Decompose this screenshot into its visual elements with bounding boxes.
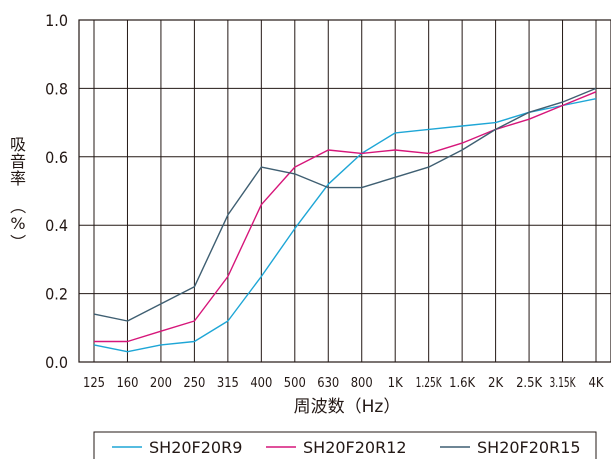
x-tick-label: 2K (488, 376, 503, 391)
y-axis-label-char: % (10, 214, 25, 233)
x-tick-label: 630 (317, 376, 339, 391)
series-line-sh20f20r15 (93, 87, 597, 322)
legend-label: SH20F20R12 (303, 438, 407, 457)
y-axis-label-char: 吸 (10, 135, 26, 154)
legend-box (93, 431, 597, 459)
series-lines (93, 87, 597, 353)
x-tick-label: 160 (116, 376, 138, 391)
x-tick-label: 400 (250, 376, 272, 391)
plot-frame (78, 19, 611, 363)
grid (78, 19, 611, 363)
x-tick-label: 3.15K (550, 376, 576, 391)
x-tick-label: 200 (150, 376, 172, 391)
x-tick-label: 1.6K (449, 376, 475, 391)
y-tick-label: 1.0 (45, 11, 68, 30)
x-tick-label: 125 (83, 376, 105, 391)
y-axis-label-char: （ (8, 198, 27, 214)
x-axis-label: 周波数（Hz） (294, 397, 401, 417)
x-axis-ticks: 125 160 200 250 315 400 500 630 800 1K 1.25K 1.6K 2K… (83, 376, 604, 391)
y-axis-label-char: 音 (10, 152, 26, 171)
series-line-sh20f20r9 (93, 98, 597, 353)
x-tick-label: 315 (217, 376, 239, 391)
x-tick-label: 250 (183, 376, 205, 391)
series-line-sh20f20r12 (94, 91, 597, 343)
x-tick-label: 500 (284, 376, 306, 391)
y-axis-label-char: 率 (10, 169, 26, 188)
y-tick-label: 0.4 (45, 216, 68, 235)
y-axis-ticks: 0.0 0.2 0.4 0.6 0.8 1.0 (45, 11, 68, 372)
y-tick-label: 0.6 (45, 148, 68, 167)
legend-label: SH20F20R15 (477, 438, 581, 457)
x-tick-label: 1.25K (416, 376, 442, 391)
y-tick-label: 0.8 (45, 79, 68, 98)
y-axis-label-char: ） (8, 234, 27, 250)
x-tick-label: 800 (351, 376, 373, 391)
x-tick-label: 4K (588, 376, 603, 391)
y-tick-label: 0.0 (45, 353, 68, 372)
y-tick-label: 0.2 (45, 285, 68, 304)
x-tick-label: 1K (388, 376, 403, 391)
y-axis-label: 吸音率 （%） (8, 135, 27, 250)
x-tick-label: 2.5K (516, 376, 542, 391)
legend-label: SH20F20R9 (149, 438, 242, 457)
legend: SH20F20R9 SH20F20R12 SH20F20R15 (93, 431, 597, 459)
